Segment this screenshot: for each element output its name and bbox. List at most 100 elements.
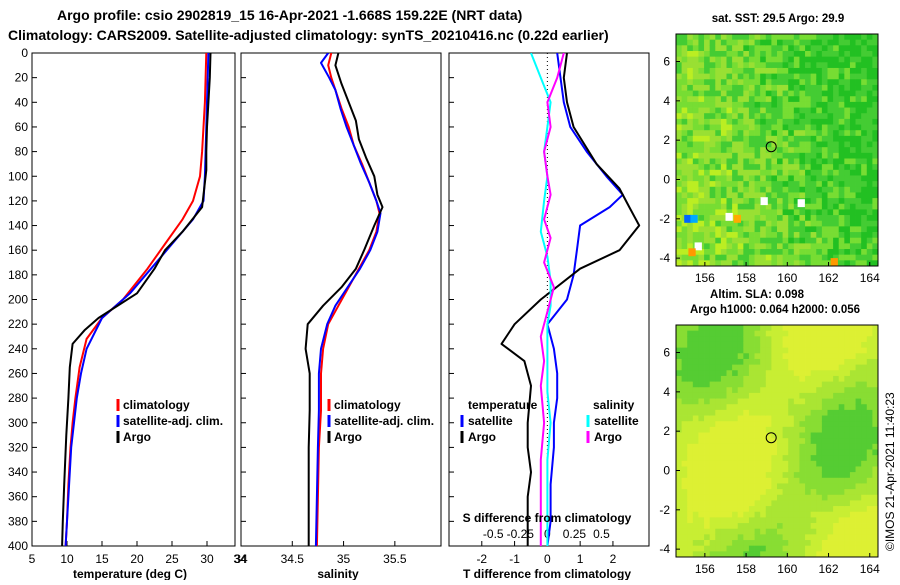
map-cell (810, 260, 817, 267)
map-cell (726, 79, 733, 86)
map-cell (709, 534, 716, 541)
map-cell (692, 398, 699, 405)
x-tick-label: 1 (577, 552, 584, 566)
map-cell (760, 551, 767, 558)
map-cell (715, 186, 722, 193)
map-cell (793, 347, 800, 354)
map-cell (748, 118, 755, 125)
map-cell (748, 387, 755, 394)
map-cell (709, 220, 716, 227)
map-cell (709, 192, 716, 199)
map-cell (816, 330, 823, 337)
map-cell (793, 226, 800, 233)
map-cell (765, 169, 772, 176)
map-cell (732, 528, 739, 535)
map-cell (737, 186, 744, 193)
map-cell (709, 254, 716, 261)
map-cell (743, 186, 750, 193)
map-cell (777, 175, 784, 182)
map-cell (715, 135, 722, 142)
map-cell (726, 186, 733, 193)
map-cell (799, 186, 806, 193)
map-cell (821, 432, 828, 439)
map-cell (866, 141, 873, 148)
depth-tick-label: 380 (8, 514, 28, 528)
map-cell (737, 336, 744, 343)
map-cell (737, 34, 744, 41)
map-cell (777, 336, 784, 343)
map-cell (754, 130, 761, 137)
map-cell (810, 472, 817, 479)
map-cell (676, 370, 683, 377)
map-cell (748, 226, 755, 233)
map-cell (720, 421, 727, 428)
map-cell (737, 175, 744, 182)
map-cell (748, 73, 755, 80)
map-cell (681, 147, 688, 154)
map-cell (720, 135, 727, 142)
map-cell (777, 341, 784, 349)
map-cell (855, 175, 862, 182)
map-cell (861, 67, 868, 75)
map-cell (760, 232, 767, 239)
map-cell (692, 466, 699, 473)
map-cell (827, 130, 834, 137)
map-cell (788, 175, 795, 182)
map-cell (687, 534, 694, 541)
map-cell (861, 500, 868, 507)
map-cell (692, 415, 699, 422)
map-cell (760, 534, 767, 541)
map-cell (704, 118, 711, 125)
map-cell (872, 198, 879, 205)
map-cell (855, 489, 862, 496)
map-cell (687, 113, 694, 120)
map-cell (765, 381, 772, 388)
map-cell (799, 540, 806, 547)
map-cell (866, 375, 873, 382)
map-cell (849, 107, 856, 114)
map-cell (816, 147, 823, 154)
map-cell (793, 483, 800, 490)
map-cell (709, 152, 716, 159)
map-cell (771, 347, 778, 354)
map-cell (861, 107, 868, 114)
map-cell (748, 181, 755, 188)
map-cell (732, 455, 739, 462)
map-cell (861, 540, 868, 547)
map-cell (771, 415, 778, 422)
map-cell (698, 232, 705, 239)
map-cell (827, 237, 834, 244)
map-cell (704, 460, 711, 467)
map-cell (726, 392, 733, 399)
map-cell (782, 545, 789, 552)
map-cell (838, 118, 845, 125)
map-cell (799, 404, 806, 411)
map-cell (737, 483, 744, 490)
map-cell (771, 169, 778, 176)
map-cell (704, 426, 711, 433)
map-cell (765, 67, 772, 75)
map-cell (872, 84, 879, 91)
map-cell (743, 164, 750, 171)
map-cell (833, 215, 840, 222)
map-cell (821, 254, 828, 261)
map-cell (827, 164, 834, 171)
map-cell (737, 449, 744, 456)
map-cell (821, 215, 828, 222)
map-cell (692, 90, 699, 97)
map-cell (771, 494, 778, 501)
map-cell (799, 158, 806, 165)
map-cell (849, 209, 856, 216)
sst-map (676, 34, 879, 267)
map-cell (872, 186, 879, 193)
map-cell (833, 67, 840, 75)
map-cell (720, 34, 727, 41)
map-cell (855, 198, 862, 205)
map-cell (838, 330, 845, 337)
map-cell (692, 506, 699, 513)
map-cell (715, 84, 722, 91)
map-cell (765, 347, 772, 354)
map-cell (681, 387, 688, 394)
map-cell (704, 113, 711, 120)
map-cell (866, 534, 873, 541)
